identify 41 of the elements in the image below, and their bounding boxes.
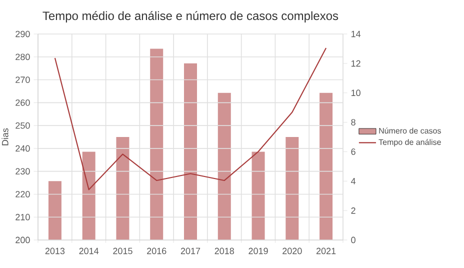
- y-tick-label: 220: [16, 191, 30, 198]
- y-tick-label: 210: [16, 214, 30, 220]
- legend-label: Número de casos: [379, 128, 441, 134]
- bar: [252, 152, 265, 240]
- x-tick-label: 2019: [248, 248, 268, 254]
- y2-tick-label: 4: [350, 178, 356, 184]
- chart-title: Tempo médio de análise e número de casos complexos: [42, 11, 338, 22]
- x-tick-label: 2018: [214, 248, 234, 254]
- y-tick-label: 250: [16, 122, 30, 129]
- bar: [82, 152, 96, 240]
- y2-tick-label: 8: [351, 119, 356, 126]
- y2-tick-label: 14: [351, 30, 361, 38]
- y2-tick-label: 10: [351, 90, 360, 96]
- x-tick-label: 2020: [282, 248, 302, 254]
- x-tick-label: 2016: [147, 248, 166, 254]
- x-tick-label: 2017: [180, 248, 200, 254]
- bar: [116, 136, 130, 240]
- y2-tick-label: 12: [351, 60, 360, 67]
- y-tick-label: 230: [16, 168, 30, 175]
- y-tick-label: 240: [16, 145, 30, 152]
- legend-label: Tempo de análise: [378, 138, 441, 147]
- bar: [218, 92, 231, 240]
- bar: [320, 92, 333, 240]
- x-tick-label: 2015: [113, 248, 132, 254]
- y-tick-label: 290: [16, 30, 30, 38]
- x-tick-label: 2014: [79, 248, 99, 254]
- bar: [150, 48, 164, 240]
- y-tick-label: 200: [16, 236, 30, 244]
- y-axis-title: Dias: [2, 128, 8, 146]
- bar: [184, 63, 197, 240]
- x-tick-label: 2013: [45, 248, 65, 254]
- y-tick-label: 260: [16, 99, 30, 106]
- x-tick-label: 2021: [316, 248, 336, 254]
- y2-tick-label: 0: [351, 236, 356, 244]
- y-tick-label: 270: [16, 76, 30, 83]
- bar: [286, 136, 299, 240]
- y2-tick-label: 2: [351, 207, 356, 214]
- bar: [48, 181, 62, 240]
- y-tick-label: 280: [16, 54, 30, 60]
- line-series: [54, 47, 327, 190]
- y2-tick-label: 6: [351, 148, 356, 155]
